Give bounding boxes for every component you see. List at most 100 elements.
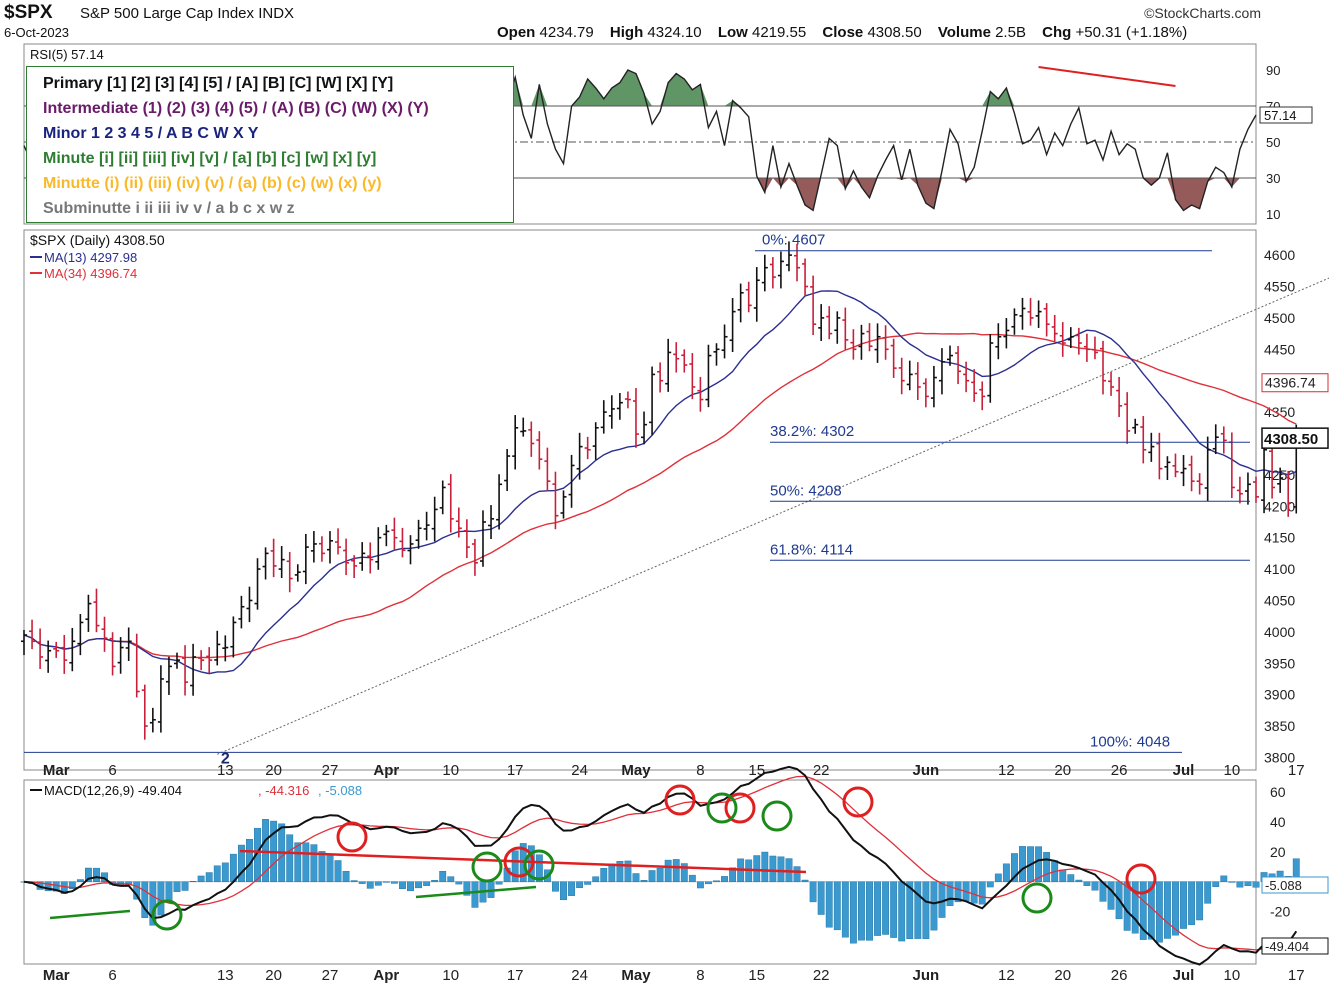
ohlc-bar xyxy=(447,474,454,533)
ohlc-bar xyxy=(173,652,180,669)
ohlc-bar xyxy=(995,323,1002,360)
macd-hist-bar xyxy=(358,881,366,884)
ohlc-bar xyxy=(528,421,535,457)
price-x-label: 24 xyxy=(571,762,588,779)
ohlc-bar xyxy=(1051,315,1058,342)
macd-x-label: 27 xyxy=(322,967,339,984)
ohlc-bar xyxy=(61,634,68,674)
macd-hist-bar xyxy=(648,870,656,882)
macd-hist-bar xyxy=(640,880,648,882)
macd-x-label: 20 xyxy=(265,967,282,984)
macd-hist-bar xyxy=(753,855,761,882)
price-tick-3850: 3850 xyxy=(1264,718,1295,734)
price-tick-4150: 4150 xyxy=(1264,530,1295,546)
macd-hist-bar xyxy=(221,862,229,882)
ohlc-bar xyxy=(512,415,519,470)
macd-hist-bar xyxy=(1107,881,1115,910)
rsi-overbought-fill xyxy=(24,70,1256,106)
ohlc-bar xyxy=(922,378,929,408)
ohlc-bar xyxy=(665,338,672,392)
macd-hist-bar xyxy=(294,842,302,882)
rsi-tick-90: 90 xyxy=(1266,63,1280,78)
legend-primary: Primary [1] [2] [3] [4] [5] / [A] [B] [C… xyxy=(43,75,394,92)
macd-hist-bar xyxy=(149,881,157,926)
macd-hist-bar xyxy=(584,881,592,885)
ohlc-bar xyxy=(608,395,615,429)
ohlc-bar xyxy=(826,306,833,340)
rsi-tick-50: 50 xyxy=(1266,135,1280,150)
ohlc-bar xyxy=(592,422,599,460)
ohlc-bar xyxy=(1204,436,1211,502)
macd-x-label: Apr xyxy=(373,967,399,984)
ohlc-bar xyxy=(858,324,865,360)
macd-hist-bar xyxy=(801,879,809,882)
macd-annotation-circle xyxy=(842,786,874,818)
macd-x-label: Mar xyxy=(43,967,70,984)
macd-hist-bar xyxy=(1180,881,1187,929)
ohlc-bar xyxy=(624,391,631,409)
macd-hist-bar xyxy=(1228,881,1236,883)
ohlc-bar xyxy=(407,535,414,565)
macd-hist-bar xyxy=(302,842,310,882)
ohlc-bar xyxy=(1067,327,1074,349)
macd-hist-bar xyxy=(399,881,406,889)
ohlc-bar xyxy=(1188,455,1195,492)
ohlc-bar xyxy=(963,361,970,393)
ohlc-bar xyxy=(1011,308,1018,335)
macd-x-label: 22 xyxy=(813,967,830,984)
ohlc-bar xyxy=(101,616,108,652)
macd-hist-bar xyxy=(898,881,906,942)
ohlc-bar xyxy=(294,564,301,582)
macd-hist-bar xyxy=(390,881,398,884)
ohlc-bar xyxy=(141,684,148,740)
macd-hist-bar xyxy=(262,819,269,882)
macd-x-label: 10 xyxy=(442,967,459,984)
ohlc-bar xyxy=(53,641,60,658)
macd-hist-bar xyxy=(471,881,479,908)
ohlc-bar xyxy=(343,538,350,576)
macd-hist-bar xyxy=(382,881,390,883)
ohlc-bar xyxy=(1253,476,1259,503)
ohlc-bar xyxy=(1124,392,1131,444)
macd-annotation-circle xyxy=(664,784,696,816)
ohlc-bar xyxy=(810,275,817,336)
macd-x-label: 10 xyxy=(1223,967,1240,984)
price-x-label: 20 xyxy=(265,762,282,779)
ohlc-bar xyxy=(230,616,237,658)
macd-hist-bar xyxy=(463,881,471,896)
macd-hist-bar xyxy=(552,881,559,892)
ohlc-bar xyxy=(1035,300,1042,328)
rsi-legend: RSI(5) 57.14 xyxy=(30,47,104,62)
fib-label: 0%: 4607 xyxy=(762,232,825,249)
price-x-label: 22 xyxy=(813,762,830,779)
ohlc-bar xyxy=(431,496,438,542)
macd-hist-bar xyxy=(560,881,567,901)
macd-hist-bar xyxy=(1244,881,1252,887)
chart-name: S&P 500 Large Cap Index INDX xyxy=(80,5,294,22)
macd-hist-bar xyxy=(705,881,712,885)
fib-label: 38.2%: 4302 xyxy=(770,423,854,440)
macd-x-label: 17 xyxy=(1288,967,1305,984)
macd-hist-bar xyxy=(1075,879,1083,882)
ohlc-bar xyxy=(979,381,986,411)
macd-hist-bar xyxy=(286,834,294,882)
ohlc-bar xyxy=(874,323,881,363)
ohlc-bar xyxy=(246,586,253,623)
volume-label: Volume xyxy=(937,24,991,41)
macd-hist-bar xyxy=(954,881,962,903)
trend-dotted-line xyxy=(217,277,1329,755)
macd-red-trendline xyxy=(239,849,807,874)
macd-x-label: Jun xyxy=(913,967,940,984)
macd-hist-bar xyxy=(761,851,769,882)
ohlc-bar xyxy=(616,393,623,420)
ohlc-bar xyxy=(1180,455,1187,487)
macd-hist-bar xyxy=(1139,881,1147,940)
macd-hist-bar xyxy=(882,881,890,935)
macd-hist-bar xyxy=(495,881,503,885)
ohlc-bar xyxy=(914,362,921,401)
macd-legend: MACD(12,26,9) -49.404 xyxy=(44,783,182,798)
ohlc-bar xyxy=(479,510,486,567)
price-x-label: 15 xyxy=(748,762,765,779)
macd-hist-bar xyxy=(1252,881,1260,888)
chg-value: +50.31 (+1.18%) xyxy=(1075,24,1188,41)
